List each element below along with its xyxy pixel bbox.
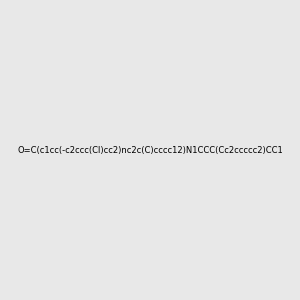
Text: O=C(c1cc(-c2ccc(Cl)cc2)nc2c(C)cccc12)N1CCC(Cc2ccccc2)CC1: O=C(c1cc(-c2ccc(Cl)cc2)nc2c(C)cccc12)N1C… xyxy=(17,146,283,154)
